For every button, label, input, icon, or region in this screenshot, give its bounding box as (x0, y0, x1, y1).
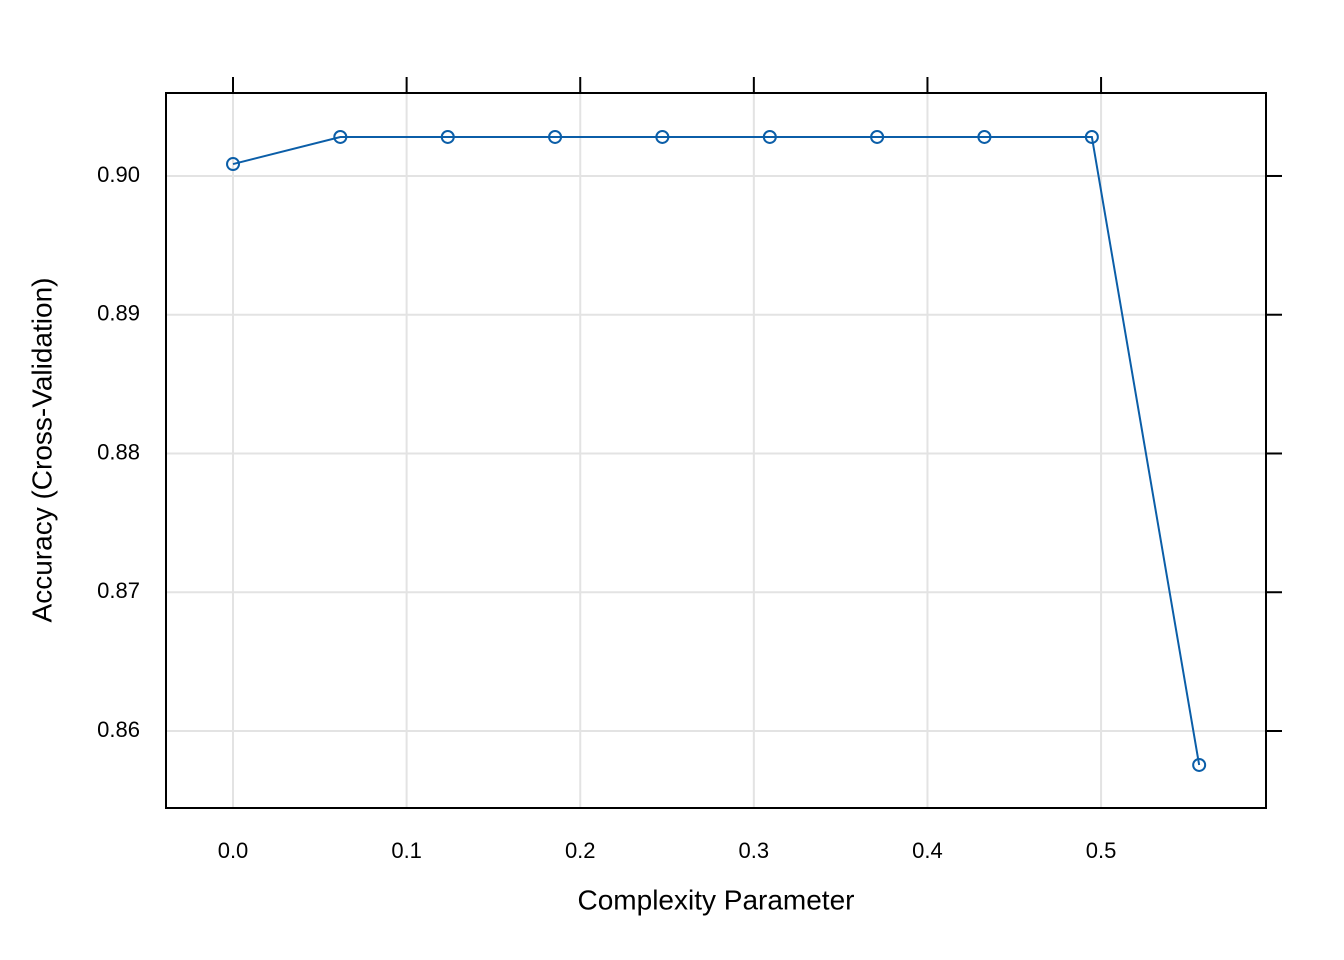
x-tick-label: 0.2 (565, 838, 596, 863)
point (655, 129, 670, 144)
x-tick-label: 0.1 (391, 838, 422, 863)
y-axis-title: Accuracy (Cross-Validation) (26, 278, 57, 623)
y-tick-label: 0.90 (97, 162, 140, 187)
line (232, 135, 1201, 766)
point (977, 129, 992, 144)
x-axis-title: Complexity Parameter (578, 884, 855, 915)
y-tick-label: 0.87 (97, 578, 140, 603)
y-tick-label: 0.89 (97, 301, 140, 326)
point (333, 129, 348, 144)
x-tick-label: 0.5 (1086, 838, 1117, 863)
x-tick-label: 0.0 (218, 838, 249, 863)
point (1192, 757, 1207, 772)
x-tick-label: 0.3 (739, 838, 770, 863)
y-tick-label: 0.86 (97, 717, 140, 742)
point (226, 157, 241, 172)
y-tick-label: 0.88 (97, 439, 140, 464)
plot-frame (165, 92, 1267, 809)
x-tick-label: 0.4 (912, 838, 943, 863)
point (870, 129, 885, 144)
point (548, 129, 563, 144)
point (762, 129, 777, 144)
point (1084, 129, 1099, 144)
point (440, 129, 455, 144)
